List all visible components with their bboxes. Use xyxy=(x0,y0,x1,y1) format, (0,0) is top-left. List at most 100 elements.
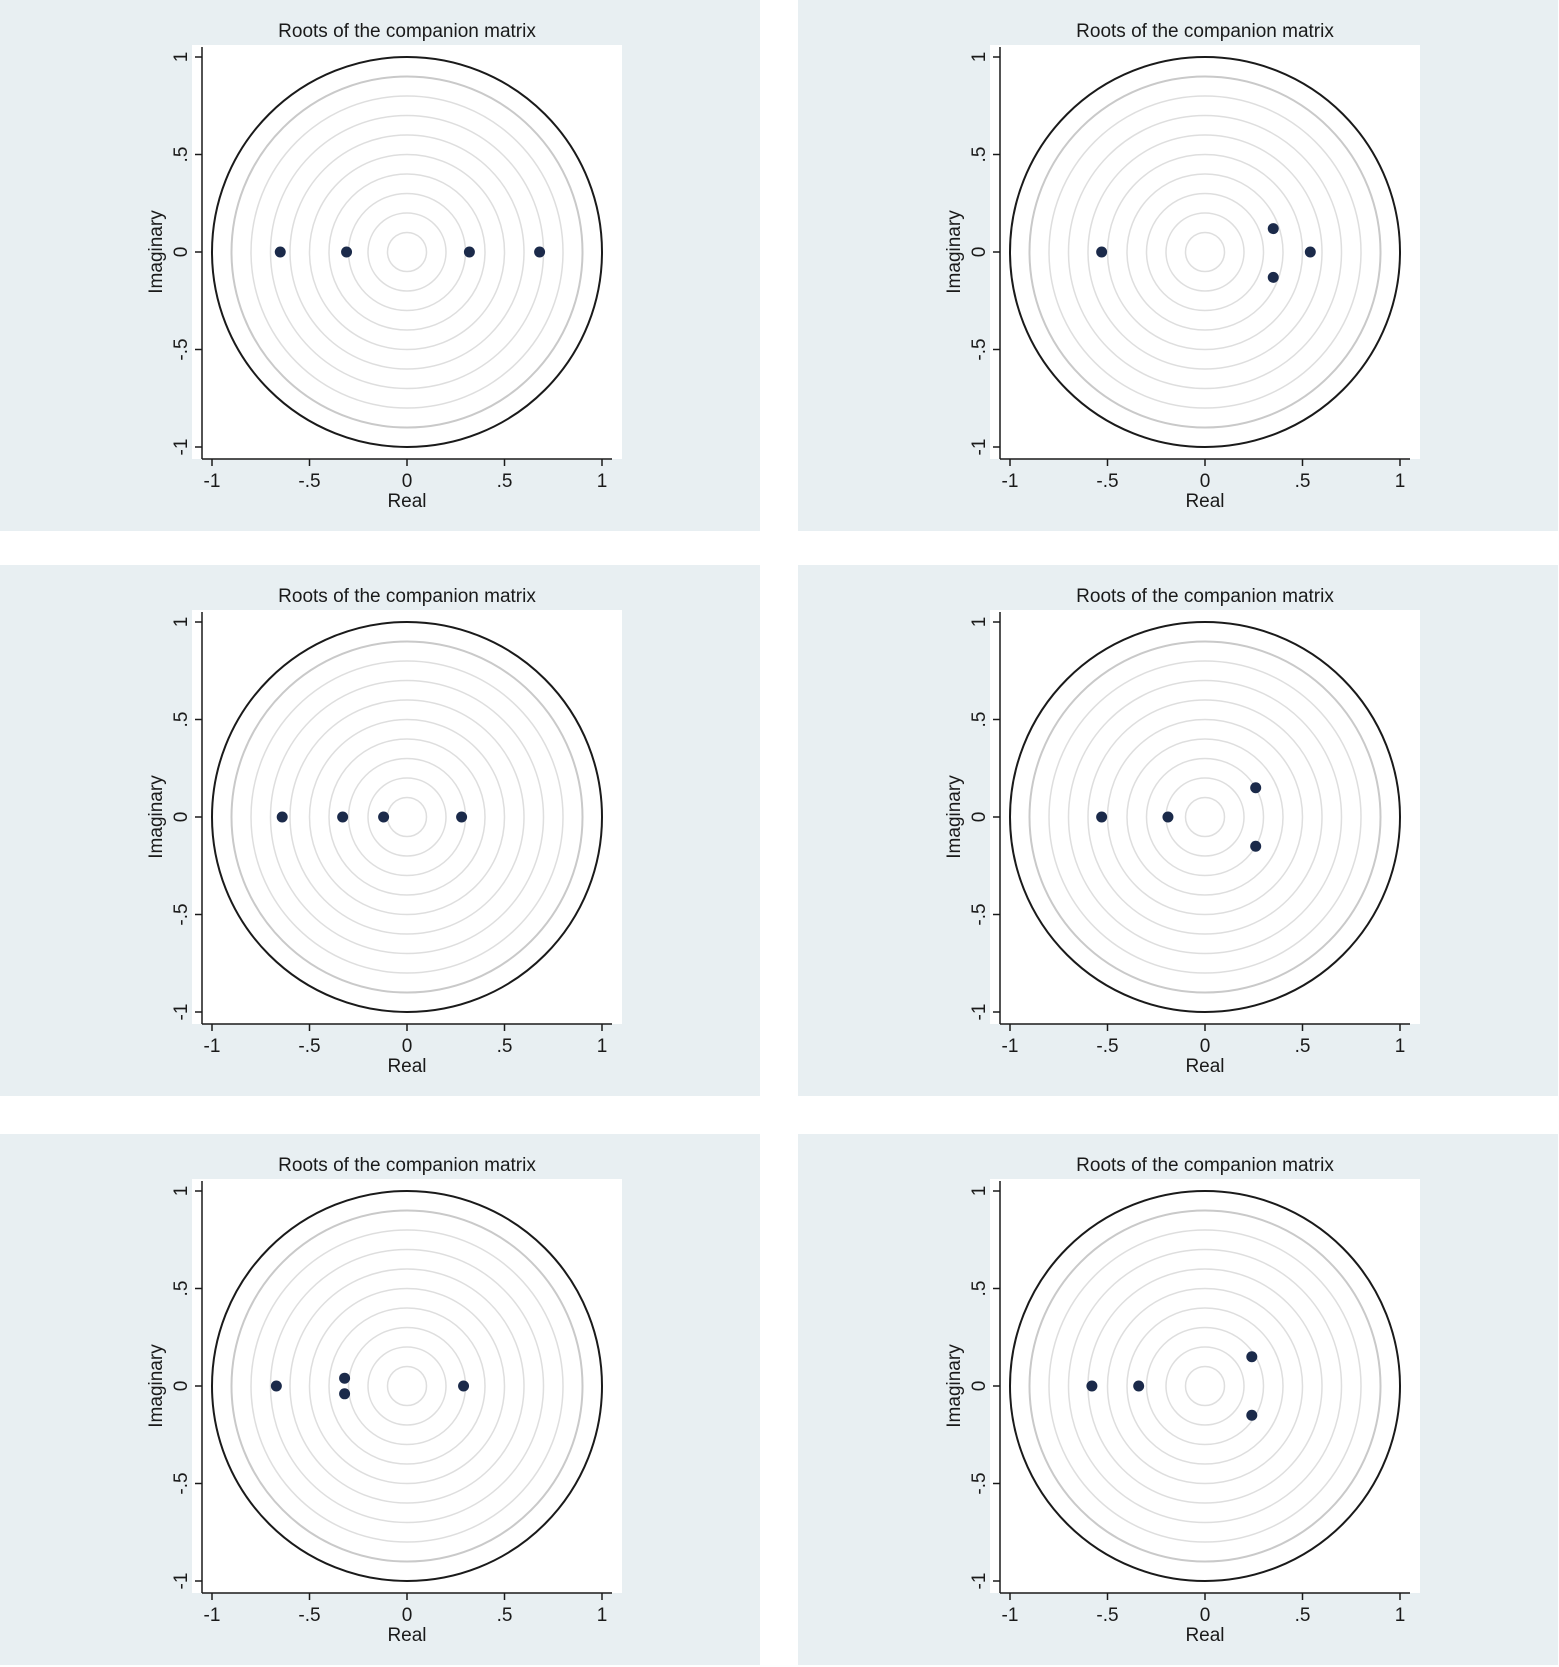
grid-circle xyxy=(250,660,564,974)
y-axis-title: Imaginary xyxy=(944,775,965,859)
x-tick-label: .5 xyxy=(1295,1605,1311,1626)
chart-title: Roots of the companion matrix xyxy=(278,586,536,607)
y-tick-label: .5 xyxy=(969,712,990,728)
y-tick-label: .5 xyxy=(171,147,192,163)
plot-area xyxy=(990,45,1420,459)
root-point xyxy=(1304,246,1316,258)
y-tick-label: 0 xyxy=(171,812,192,823)
x-tick-label: 1 xyxy=(597,1605,608,1626)
grid-circle xyxy=(230,640,584,994)
y-tick-label: 0 xyxy=(171,247,192,258)
x-tick-label: 1 xyxy=(1395,471,1406,492)
y-tick-label: -1 xyxy=(171,439,192,456)
chart-svg: Roots of the companion matrix -1 -.5 0 .5 1 -1… xyxy=(944,1155,1420,1646)
y-tick-label: 1 xyxy=(969,617,990,628)
root-point xyxy=(341,246,353,258)
grid-circle xyxy=(289,134,525,370)
x-axis-title: Real xyxy=(387,1056,426,1077)
grid-circle xyxy=(1106,718,1304,916)
grid-circle xyxy=(1145,1326,1265,1446)
grid-circle xyxy=(367,1346,447,1426)
root-point xyxy=(339,1372,351,1384)
y-tick-label: 1 xyxy=(171,1186,192,1197)
y-tick-label: .5 xyxy=(171,712,192,728)
root-point xyxy=(1096,246,1108,258)
x-tick-label: 0 xyxy=(1200,471,1211,492)
grid-circle xyxy=(1106,153,1304,351)
grid-circle xyxy=(289,1268,525,1504)
root-point xyxy=(1086,1380,1098,1392)
grid-circle xyxy=(1126,1307,1284,1465)
x-tick-label: 1 xyxy=(597,1036,608,1057)
x-axis-title: Real xyxy=(387,1625,426,1646)
x-tick-label: -.5 xyxy=(1096,1605,1118,1626)
x-tick-label: .5 xyxy=(497,1605,513,1626)
grid-circle xyxy=(386,231,428,273)
grid-circle xyxy=(308,153,506,351)
root-point xyxy=(1250,840,1262,852)
root-point xyxy=(276,811,288,823)
grid-circle xyxy=(1126,173,1284,331)
grid-circle xyxy=(367,212,447,292)
grid-circle xyxy=(1184,231,1226,273)
y-tick-label: 0 xyxy=(171,1381,192,1392)
y-tick-label: 1 xyxy=(969,1186,990,1197)
chart-panel-5: Roots of the companion matrix -1 -.5 0 .5 1 -1… xyxy=(0,1134,760,1665)
grid-circle xyxy=(1048,660,1362,974)
unit-circle xyxy=(211,56,603,448)
chart-panel-6: Roots of the companion matrix -1 -.5 0 .5 1 -1… xyxy=(798,1134,1558,1665)
root-point xyxy=(339,1388,351,1400)
y-tick-label: -1 xyxy=(969,1004,990,1021)
y-axis-title: Imaginary xyxy=(146,210,167,294)
root-point xyxy=(463,246,475,258)
y-tick-label: 0 xyxy=(969,247,990,258)
grid-circle xyxy=(250,1229,564,1543)
grid-circle xyxy=(1048,1229,1362,1543)
plot-area xyxy=(192,1179,622,1593)
unit-circle xyxy=(1009,56,1401,448)
grid-circle xyxy=(1106,1287,1304,1485)
chart-panel-3: Roots of the companion matrix -1 -.5 0 .5 1 -1… xyxy=(0,565,760,1096)
grid-circle xyxy=(1145,757,1265,877)
grid-circle xyxy=(328,738,486,896)
x-tick-label: -1 xyxy=(204,471,221,492)
root-point xyxy=(1096,811,1108,823)
grid-circle xyxy=(1184,1365,1226,1407)
grid-circle xyxy=(1067,679,1343,955)
plot-area xyxy=(990,1179,1420,1593)
grid-circle xyxy=(230,75,584,429)
grid-circle xyxy=(1087,699,1323,935)
y-tick-label: -.5 xyxy=(969,903,990,925)
grid-circle xyxy=(1067,114,1343,390)
x-tick-label: .5 xyxy=(497,1036,513,1057)
x-axis-title: Real xyxy=(1185,1625,1224,1646)
chart-svg: Roots of the companion matrix -1 -.5 0 .5 1 -1… xyxy=(146,1155,622,1646)
y-tick-label: .5 xyxy=(171,1281,192,1297)
chart-title: Roots of the companion matrix xyxy=(1076,586,1334,607)
unit-circle xyxy=(1009,621,1401,1013)
x-tick-label: -1 xyxy=(1002,1036,1019,1057)
root-point xyxy=(456,811,468,823)
x-tick-label: -.5 xyxy=(1096,1036,1118,1057)
x-tick-label: 0 xyxy=(1200,1036,1211,1057)
grid-circle xyxy=(1184,796,1226,838)
y-tick-label: -1 xyxy=(969,439,990,456)
chart-panel-4: Roots of the companion matrix -1 -.5 0 .5 1 -1… xyxy=(798,565,1558,1096)
chart-title: Roots of the companion matrix xyxy=(278,1155,536,1176)
x-tick-label: 0 xyxy=(1200,1605,1211,1626)
y-axis-title: Imaginary xyxy=(146,1344,167,1428)
y-tick-label: 1 xyxy=(969,52,990,63)
root-point xyxy=(378,811,390,823)
y-axis-title: Imaginary xyxy=(944,1344,965,1428)
grid-circle xyxy=(1028,75,1382,429)
grid-circle xyxy=(1145,192,1265,312)
x-tick-label: -1 xyxy=(204,1036,221,1057)
x-tick-label: 0 xyxy=(402,1036,413,1057)
y-tick-label: .5 xyxy=(969,1281,990,1297)
x-tick-label: .5 xyxy=(497,471,513,492)
grid-circle xyxy=(1165,1346,1245,1426)
x-tick-label: -1 xyxy=(1002,471,1019,492)
root-point xyxy=(534,246,546,258)
y-tick-label: -.5 xyxy=(171,903,192,925)
